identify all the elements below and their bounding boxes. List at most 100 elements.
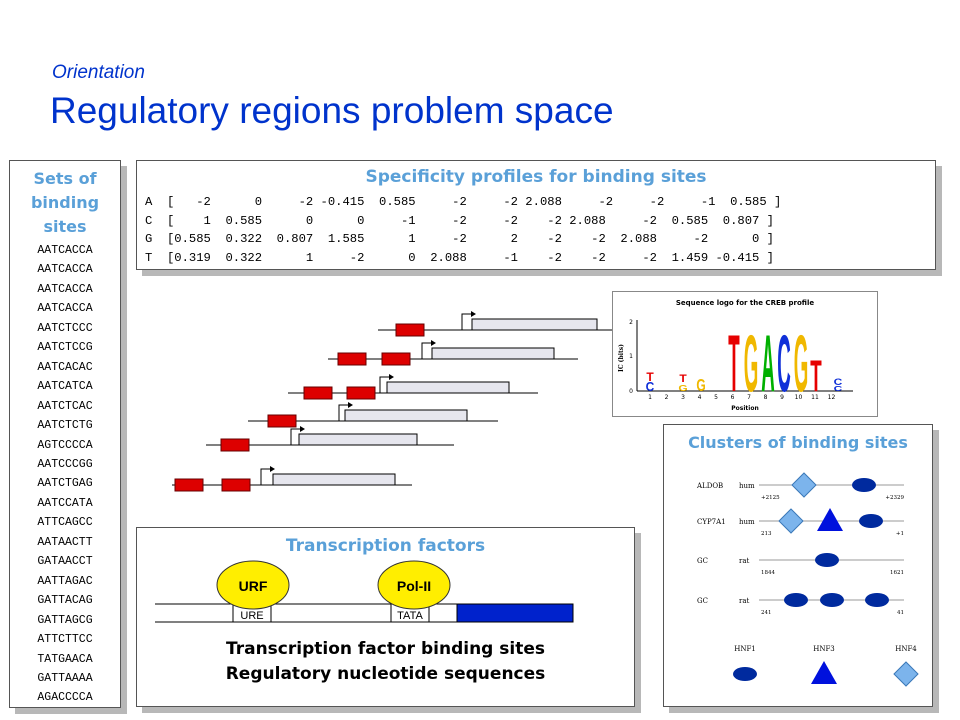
tata-site-label: TATA	[397, 610, 423, 622]
logo-letter: T	[679, 373, 686, 384]
binding-site-sequence: AATCCCGG	[37, 457, 93, 471]
binding-site-sequence: AATCTCAC	[37, 399, 93, 413]
hnf4-site	[778, 508, 804, 534]
urf-factor	[216, 560, 290, 610]
binding-site-box	[221, 478, 251, 492]
hnf4-site	[893, 661, 919, 687]
tss-arrow	[260, 468, 270, 485]
cluster-species: rat	[739, 557, 750, 565]
tss-arrowhead	[300, 426, 305, 432]
hnf3-site	[811, 661, 837, 684]
cluster-row: GC rat 1844 1621	[697, 553, 904, 576]
binding-site-sequence: TATGAACA	[37, 652, 93, 666]
tss-arrow	[290, 428, 300, 445]
hnf4-site	[791, 472, 817, 498]
logo-letter: C	[834, 385, 843, 393]
logo-letter: G	[744, 319, 759, 409]
sequence-logo: Sequence logo for the CREB profile IC (b…	[612, 291, 878, 417]
logo-ytick: 1	[629, 353, 633, 360]
logo-ylabel: IC (bits)	[618, 344, 625, 372]
binding-site-sequence: AATCACCA	[37, 263, 93, 277]
binding-site-box	[346, 386, 376, 400]
clusters-diagram: ALDOB hum +2125 +2329 CYP7A1 hum 213 +1 GC rat 184…	[696, 472, 919, 687]
binding-site-sequence: ATTCAGCC	[37, 516, 93, 530]
binding-site-sequence: AATCACAC	[37, 360, 93, 374]
binding-site-box	[303, 386, 333, 400]
binding-site-sequence: GATTAAAA	[37, 671, 93, 685]
logo-letter: T	[728, 319, 740, 409]
logo-letter: G	[696, 376, 705, 396]
logo-xtick: 5	[714, 394, 718, 401]
hnf1-site	[815, 553, 839, 567]
logo-letter: C	[777, 319, 791, 409]
weight-matrix: A [ -2 0 -2 -0.415 0.585 -2 -2 2.088 -2 …	[145, 193, 781, 267]
gene-box	[431, 347, 555, 360]
binding-site-box	[337, 352, 367, 366]
cluster-gene: GC	[697, 597, 708, 605]
binding-site-sets-title: Sets of binding sites	[30, 169, 100, 236]
binding-site-box	[220, 438, 250, 452]
promoter-row	[206, 426, 454, 452]
binding-site-sequence-list: AATCACCA AATCACCA AATCACCA AATCACCA AATCTCCC…	[10, 241, 120, 708]
logo-xlabel: Position	[731, 405, 758, 412]
binding-site-box	[395, 323, 425, 337]
tss-arrow	[461, 313, 471, 330]
matrix-row: C [ 1 0.585 0 0 -1 -2 -2 -2 2.088 -2 0.5…	[145, 213, 774, 228]
cluster-left-coord: 213	[761, 531, 772, 537]
gene-body	[456, 603, 574, 623]
binding-site-box	[267, 414, 297, 428]
logo-letter: C	[834, 377, 843, 388]
cluster-row: GC rat 241 41	[697, 593, 904, 616]
binding-site-sequence: AATCCATA	[37, 496, 93, 510]
logo-xtick: 7	[747, 394, 751, 401]
clusters-title: Clusters of binding sites	[688, 433, 908, 452]
tss-arrow	[421, 342, 431, 359]
promoter-row	[248, 402, 498, 428]
tss-arrow	[379, 376, 389, 393]
binding-site-sequence: GATTACAG	[37, 594, 93, 608]
binding-site-sequence: GATTAGCG	[37, 613, 93, 627]
promoter-row	[288, 374, 538, 400]
cluster-gene: CYP7A1	[697, 518, 726, 526]
cluster-species: hum	[739, 518, 755, 526]
gene-box	[272, 473, 396, 486]
slide-title: Regulatory regions problem space	[50, 90, 614, 131]
cluster-legend-label: HNF1	[734, 645, 756, 653]
gene-box	[471, 318, 598, 331]
logo-xtick: 11	[811, 394, 819, 401]
cluster-right-coord: 1621	[890, 570, 904, 576]
tss-arrowhead	[270, 466, 275, 472]
pol-ii-factor	[377, 560, 451, 610]
logo-xtick: 10	[795, 394, 803, 401]
binding-site-sequence: AATCTCTG	[37, 419, 93, 433]
logo-letter: C	[646, 379, 655, 394]
binding-site-sequence: AGACCCCA	[37, 691, 93, 705]
logo-xtick: 1	[648, 394, 652, 401]
logo-ytick: 0	[629, 388, 633, 395]
logo-xtick: 3	[681, 394, 685, 401]
specificity-profiles-panel: Specificity profiles for binding sites A…	[136, 160, 936, 270]
cluster-row: ALDOB hum +2125 +2329	[696, 472, 904, 501]
logo-xtick: 2	[665, 394, 669, 401]
cluster-right-coord: 41	[897, 610, 904, 616]
cluster-row: CYP7A1 hum 213 +1	[697, 508, 904, 537]
ure-site-label: URE	[240, 610, 263, 622]
binding-site-sequence: AATCTCCG	[37, 341, 93, 355]
binding-site-sequence: AATCTGAG	[37, 477, 93, 491]
binding-site-sequence: AATAACTT	[37, 535, 93, 549]
promoter-row	[172, 466, 412, 492]
logo-xtick: 9	[780, 394, 784, 401]
tss-arrowhead	[431, 340, 436, 346]
logo-xtick: 6	[731, 394, 735, 401]
cluster-gene: ALDOB	[696, 482, 723, 490]
hnf1-site	[820, 593, 844, 607]
logo-letter: T	[810, 352, 822, 401]
transcription-factors-title: Transcription factors	[285, 536, 486, 556]
logo-xtick: 8	[764, 394, 768, 401]
hnf1-site	[733, 667, 757, 681]
hnf1-site	[852, 478, 876, 492]
logo-letter: G	[794, 319, 809, 409]
logo-letter: G	[678, 385, 687, 394]
sequence-logo-chart: Sequence logo for the CREB profile IC (b…	[618, 299, 853, 412]
tf-caption-regulatory-sequences: Regulatory nucleotide sequences	[225, 664, 546, 684]
